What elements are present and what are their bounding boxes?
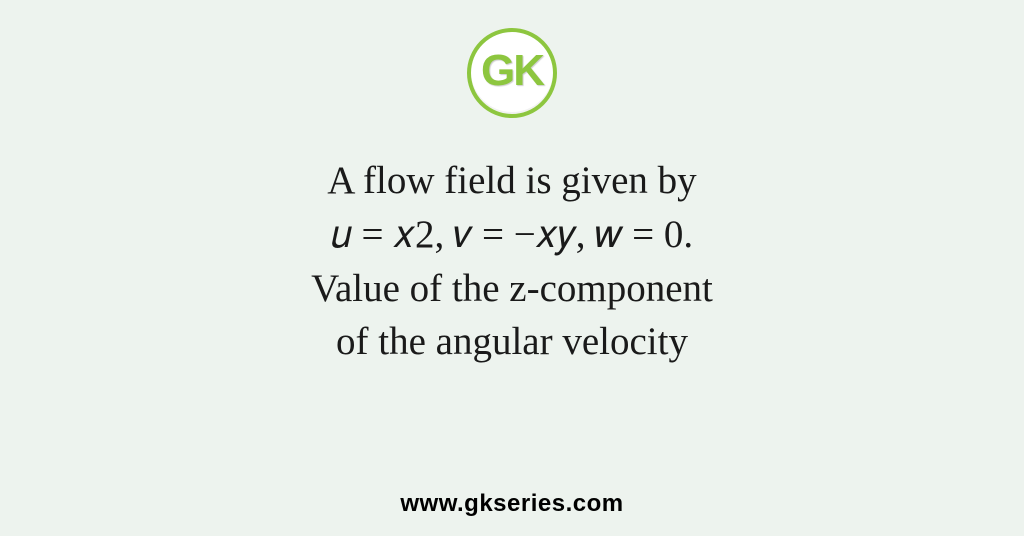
question-line-2: 𝑢 = 𝑥2, 𝑣 = −𝑥𝑦, 𝑤 = 0.: [311, 208, 713, 262]
question-line-4: of the angular velocity: [311, 315, 713, 369]
content-container: GK A flow field is given by 𝑢 = 𝑥2, 𝑣 = …: [0, 28, 1024, 490]
gk-logo: GK: [467, 28, 557, 118]
question-block: A flow field is given by 𝑢 = 𝑥2, 𝑣 = −𝑥𝑦…: [311, 154, 713, 369]
logo-container: GK: [467, 28, 557, 118]
footer-url: www.gkseries.com: [400, 490, 623, 518]
logo-text: GK: [481, 49, 543, 93]
question-line-1: A flow field is given by: [311, 154, 713, 208]
question-line-3: Value of the z-component: [311, 262, 713, 316]
